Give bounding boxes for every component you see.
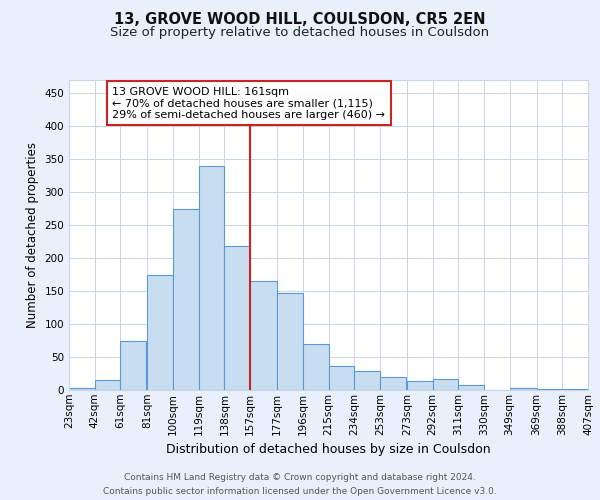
Text: Contains HM Land Registry data © Crown copyright and database right 2024.: Contains HM Land Registry data © Crown c… — [124, 472, 476, 482]
Y-axis label: Number of detached properties: Number of detached properties — [26, 142, 39, 328]
Bar — [354, 371, 380, 390]
Bar — [407, 382, 433, 390]
Bar — [148, 274, 173, 390]
Bar — [95, 380, 121, 390]
Bar — [250, 281, 277, 390]
Bar — [69, 388, 95, 390]
Bar — [303, 344, 329, 390]
Bar — [458, 386, 484, 390]
Text: 13 GROVE WOOD HILL: 161sqm
← 70% of detached houses are smaller (1,115)
29% of s: 13 GROVE WOOD HILL: 161sqm ← 70% of deta… — [112, 86, 385, 120]
Text: 13, GROVE WOOD HILL, COULSDON, CR5 2EN: 13, GROVE WOOD HILL, COULSDON, CR5 2EN — [114, 12, 486, 28]
Bar — [509, 388, 536, 390]
Bar — [433, 380, 458, 390]
Bar — [224, 246, 250, 390]
Bar — [121, 340, 146, 390]
Bar — [380, 378, 406, 390]
Text: Contains public sector information licensed under the Open Government Licence v3: Contains public sector information licen… — [103, 488, 497, 496]
Bar — [173, 208, 199, 390]
Bar — [277, 293, 303, 390]
Bar — [329, 366, 354, 390]
Text: Size of property relative to detached houses in Coulsdon: Size of property relative to detached ho… — [110, 26, 490, 39]
X-axis label: Distribution of detached houses by size in Coulsdon: Distribution of detached houses by size … — [166, 443, 491, 456]
Bar — [199, 166, 224, 390]
